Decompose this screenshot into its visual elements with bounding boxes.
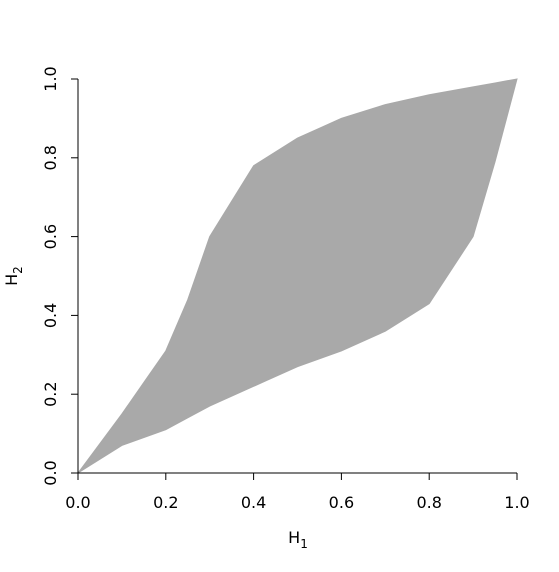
y-tick-label: 0.8 [41, 145, 60, 170]
y-label-sub: 2 [11, 266, 25, 274]
y-tick-label: 0.0 [41, 460, 60, 485]
x-tick-label: 1.0 [504, 493, 529, 512]
x-label-sub: 1 [300, 537, 308, 551]
y-tick-label: 0.4 [41, 303, 60, 328]
y-label-base: H [2, 274, 21, 286]
y-tick-label: 0.2 [41, 381, 60, 406]
y-tick-label: 1.0 [41, 66, 60, 91]
x-tick-label: 0.0 [65, 493, 90, 512]
y-axis-label: H2 [2, 266, 25, 286]
x-tick-label: 0.4 [241, 493, 266, 512]
band-area [77, 78, 518, 474]
x-tick-label: 0.6 [329, 493, 354, 512]
y-tick-label: 0.6 [41, 224, 60, 249]
x-tick-label: 0.2 [153, 493, 178, 512]
x-axis-label: H1 [288, 528, 308, 551]
x-tick-label: 0.8 [416, 493, 441, 512]
x-label-base: H [288, 528, 300, 547]
